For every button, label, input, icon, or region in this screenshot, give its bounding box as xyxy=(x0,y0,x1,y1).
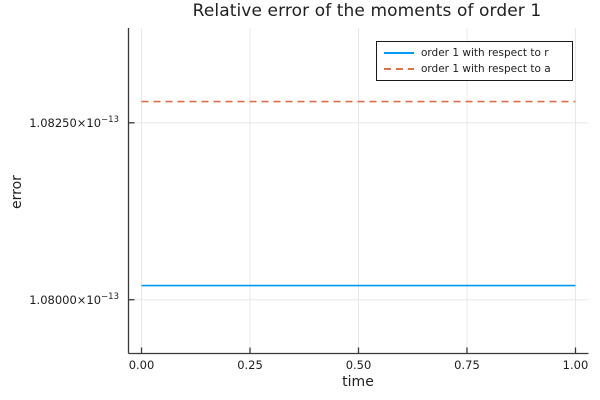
y-tick-label: 1.08250×10−13 xyxy=(29,115,119,130)
x-axis-label: time xyxy=(342,374,374,390)
legend-item-a: order 1 with respect to a xyxy=(384,61,566,77)
x-tick-label: 0.75 xyxy=(454,358,480,372)
chart-title: Relative error of the moments of order 1 xyxy=(192,1,542,21)
legend: order 1 with respect to r order 1 with r… xyxy=(376,41,573,81)
x-tick-label: 0.00 xyxy=(128,358,155,372)
legend-line-sample-dashed xyxy=(384,68,414,70)
y-tick-label: 1.08000×10−13 xyxy=(29,292,119,307)
legend-line-sample-solid xyxy=(384,52,414,54)
y-axis-label: error xyxy=(9,175,25,209)
legend-item-r: order 1 with respect to r xyxy=(384,45,566,61)
legend-item-label: order 1 with respect to r xyxy=(421,47,549,59)
legend-item-label: order 1 with respect to a xyxy=(421,63,551,75)
x-tick-label: 1.00 xyxy=(562,358,589,372)
x-tick-label: 0.50 xyxy=(345,358,372,372)
x-tick-label: 0.25 xyxy=(237,358,263,372)
